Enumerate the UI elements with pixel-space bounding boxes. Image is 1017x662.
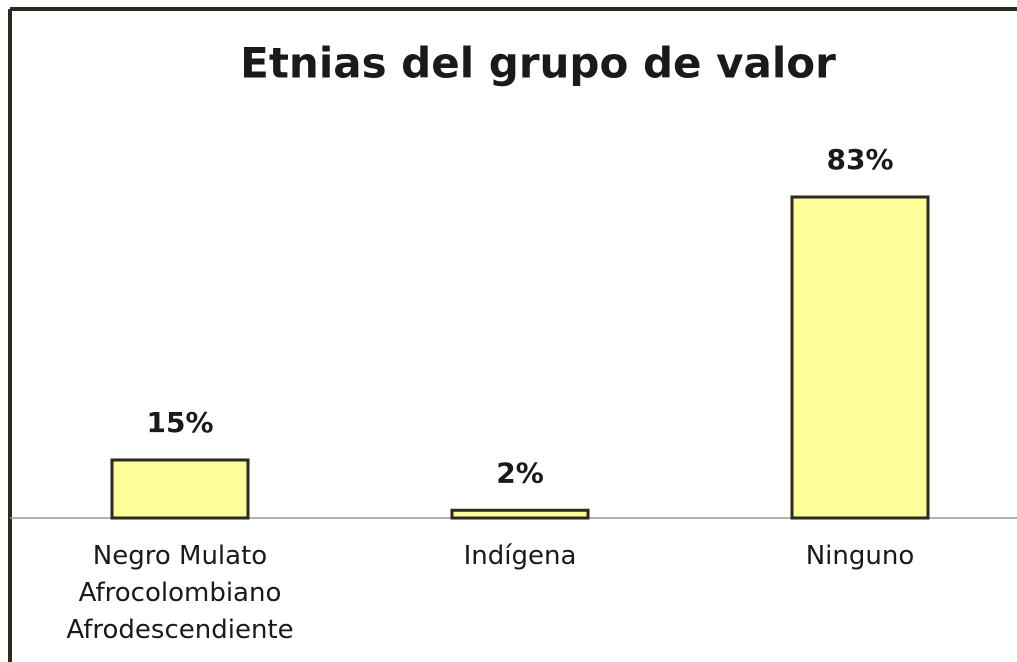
value-label: 2% bbox=[496, 456, 544, 489]
value-label: 15% bbox=[146, 406, 213, 439]
value-label: 83% bbox=[826, 143, 893, 176]
bar bbox=[790, 195, 930, 520]
x-tick-label: Negro Mulato Afrocolombiano Afrodescendien… bbox=[66, 541, 293, 645]
bar bbox=[450, 508, 590, 520]
chart-title: Etnias del grupo de valor bbox=[240, 39, 836, 88]
x-tick-label: Indígena bbox=[464, 541, 577, 571]
bar bbox=[110, 458, 250, 520]
x-tick-label: Ninguno bbox=[806, 541, 915, 571]
